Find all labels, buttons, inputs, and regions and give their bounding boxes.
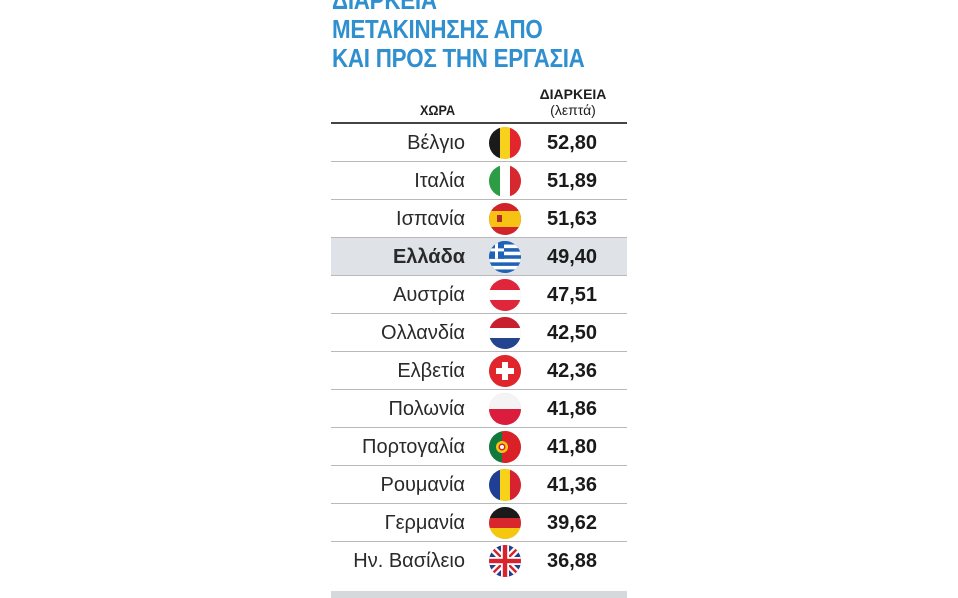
table-row: Γερμανία 39,62: [331, 504, 627, 542]
table-row: Πορτογαλία 41,80: [331, 428, 627, 466]
column-header-duration: ΔΙΑΡΚΕΙΑ: [539, 86, 607, 102]
greece-flag-icon: [489, 241, 521, 273]
bottom-bar: [331, 591, 627, 598]
belgium-flag-icon: [489, 127, 521, 159]
header-rule: [331, 122, 627, 124]
table-row: Ην. Βασίλειο 36,88: [331, 542, 627, 580]
italy-flag-icon: [489, 165, 521, 197]
title-line-2: ΜΕΤΑΚΙΝΗΣΗΣ ΑΠΟ: [332, 14, 543, 44]
switzerland-flag-icon: [489, 355, 521, 387]
duration-value: 41,36: [547, 474, 598, 496]
title-line-3: ΚΑΙ ΠΡΟΣ ΤΗΝ ΕΡΓΑΣΙΑ: [332, 43, 585, 73]
country-name: Πολωνία: [388, 398, 465, 420]
table-row: Βέλγιο 52,80: [331, 124, 627, 162]
country-name: Ελβετία: [397, 360, 465, 382]
chart-title: ΔΙΑΡΚΕΙΑ ΜΕΤΑΚΙΝΗΣΗΣ ΑΠΟ ΚΑΙ ΠΡΟΣ ΤΗΝ ΕΡ…: [332, 0, 632, 73]
duration-value: 51,89: [547, 170, 598, 192]
country-name: Βέλγιο: [407, 132, 465, 154]
duration-value: 36,88: [547, 550, 598, 572]
table-row: Πολωνία 41,86: [331, 390, 627, 428]
romania-flag-icon: [489, 469, 521, 501]
table-row-highlighted: Ελλάδα 49,40: [331, 238, 627, 276]
austria-flag-icon: [489, 279, 521, 311]
country-name: Γερμανία: [384, 512, 465, 534]
duration-value: 41,86: [547, 398, 598, 420]
column-header-unit: (λεπτά): [550, 102, 596, 118]
column-header-country: ΧΩΡΑ: [420, 102, 456, 118]
table-row: Ολλανδία 42,50: [331, 314, 627, 352]
duration-value: 42,50: [547, 322, 598, 344]
poland-flag-icon: [489, 393, 521, 425]
table-row: Ελβετία 42,36: [331, 352, 627, 390]
duration-value: 51,63: [547, 208, 598, 230]
duration-value: 41,80: [547, 436, 598, 458]
country-name: Ελλάδα: [392, 246, 465, 268]
country-name: Ιταλία: [414, 170, 465, 192]
netherlands-flag-icon: [489, 317, 521, 349]
country-name: Αυστρία: [393, 284, 465, 306]
country-name: Ολλανδία: [381, 322, 465, 344]
duration-value: 47,51: [547, 284, 598, 306]
table-row: Ιταλία 51,89: [331, 162, 627, 200]
title-line-1: ΔΙΑΡΚΕΙΑ: [332, 0, 437, 15]
duration-value: 49,40: [547, 246, 598, 268]
duration-value: 39,62: [547, 512, 598, 534]
duration-value: 42,36: [547, 360, 598, 382]
country-name: Ην. Βασίλειο: [353, 550, 465, 572]
table-row: Αυστρία 47,51: [331, 276, 627, 314]
uk-flag-icon: [489, 545, 521, 577]
germany-flag-icon: [489, 507, 521, 539]
table-row: Ισπανία 51,63: [331, 200, 627, 238]
portugal-flag-icon: [489, 431, 521, 463]
spain-flag-icon: [489, 203, 521, 235]
duration-value: 52,80: [547, 132, 598, 154]
country-name: Ισπανία: [396, 208, 465, 230]
country-name: Ρουμανία: [380, 474, 466, 496]
table-row: Ρουμανία 41,36: [331, 466, 627, 504]
country-name: Πορτογαλία: [362, 436, 465, 458]
data-table: Βέλγιο 52,80 Ιταλία 51,89 Ισπανία 51,63 …: [331, 124, 627, 580]
